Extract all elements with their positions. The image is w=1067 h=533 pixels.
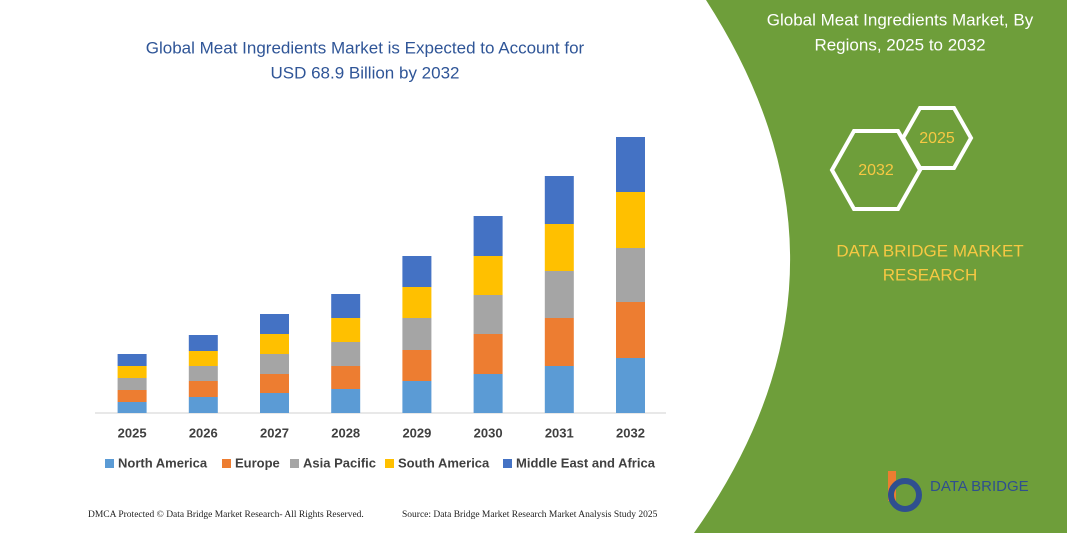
logo-mark	[888, 478, 922, 512]
x-tick-label: 2029	[402, 425, 431, 440]
bar-segment	[260, 334, 289, 354]
bar-segment	[616, 137, 645, 192]
bar-segment	[331, 294, 361, 318]
bar-segment	[473, 256, 503, 295]
green-panel	[694, 0, 1067, 533]
bar-segment	[260, 354, 289, 374]
bar-segment	[117, 366, 147, 378]
bar-segment	[188, 366, 218, 381]
bar-segment	[544, 271, 574, 318]
x-tick-label: 2025	[118, 425, 147, 440]
bar-segment	[544, 366, 574, 413]
bar-segment	[188, 351, 218, 366]
bar-segment	[260, 374, 289, 393]
bar-segment	[616, 192, 645, 248]
x-tick-label: 2030	[474, 425, 503, 440]
hex-label: 2032	[858, 162, 894, 179]
bar-segment	[188, 397, 218, 413]
bar-segment	[331, 366, 361, 389]
legend-swatch	[385, 459, 394, 468]
legend-label: South America	[398, 455, 490, 470]
footer-right: Source: Data Bridge Market Research Mark…	[402, 510, 658, 520]
panel-title: Global Meat Ingredients Market, By	[767, 10, 1034, 29]
legend-label: North America	[118, 455, 208, 470]
bar-segment	[402, 287, 432, 318]
bar-segment	[117, 390, 147, 402]
bar-segment	[402, 350, 432, 381]
legend-label: Middle East and Africa	[516, 455, 656, 470]
bar-segment	[616, 358, 645, 413]
hexagon	[900, 106, 974, 170]
plot: 2025 2026 2027 2028 2029 2030 2031 2032 North Am…	[105, 137, 656, 470]
bar-segment	[331, 389, 361, 413]
panel-title: Regions, 2025 to 2032	[814, 35, 985, 54]
bar-segment	[402, 256, 432, 287]
legend-label: Europe	[235, 455, 280, 470]
bar-segment	[117, 402, 147, 413]
bar-segment	[402, 381, 432, 413]
legend-swatch	[290, 459, 299, 468]
chart-title: Global Meat Ingredients Market is Expect…	[146, 38, 585, 57]
x-tick-label: 2028	[331, 425, 360, 440]
bar-segment	[188, 335, 218, 351]
brand-text: RESEARCH	[883, 265, 977, 284]
bar-segment	[473, 334, 503, 374]
bar-segment	[402, 318, 432, 350]
legend-swatch	[503, 459, 512, 468]
bar-segment	[544, 224, 574, 271]
bar-segment	[260, 393, 289, 413]
bar-segment	[117, 354, 147, 366]
bar-segment	[331, 318, 361, 342]
bar-segment	[260, 314, 289, 334]
brand-text: DATA BRIDGE MARKET	[836, 241, 1023, 260]
bar-segment	[331, 342, 361, 366]
logo: DATA BRIDGE	[888, 471, 1029, 512]
chart-title: USD 68.9 Billion by 2032	[270, 63, 459, 82]
bar-segment	[616, 248, 645, 302]
bar-segment	[616, 302, 645, 358]
x-tick-label: 2031	[545, 425, 574, 440]
bar-segment	[473, 295, 503, 334]
bar-segment	[188, 381, 218, 397]
bar-segment	[473, 216, 503, 256]
logo-text: DATA BRIDGE	[930, 478, 1029, 495]
hex-label: 2025	[919, 130, 955, 147]
x-tick-label: 2026	[189, 425, 218, 440]
bar-segment	[544, 176, 574, 224]
bar-segment	[117, 378, 147, 390]
x-tick-label: 2032	[616, 425, 645, 440]
footer-left: DMCA Protected © Data Bridge Market Rese…	[88, 509, 364, 520]
bar-segment	[473, 374, 503, 413]
x-tick-label: 2027	[260, 425, 289, 440]
legend-swatch	[222, 459, 231, 468]
legend-swatch	[105, 459, 114, 468]
bar-segment	[544, 318, 574, 366]
legend-label: Asia Pacific	[303, 455, 376, 470]
